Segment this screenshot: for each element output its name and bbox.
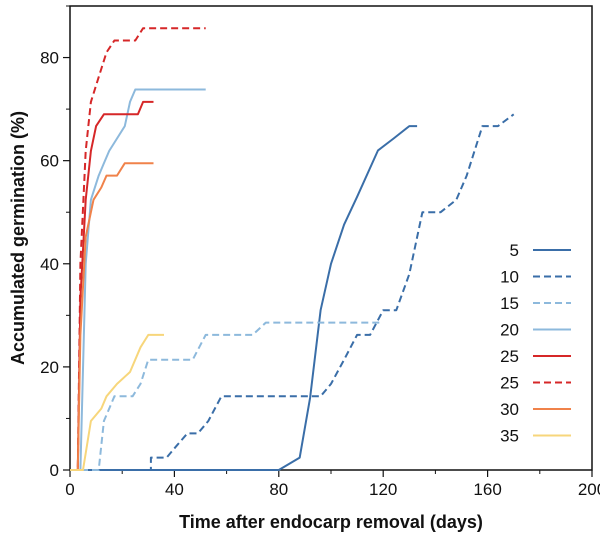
series-line-5 <box>70 27 206 471</box>
legend-label: 15 <box>500 294 519 313</box>
series-line-7 <box>70 333 164 471</box>
x-tick-label: 40 <box>165 480 184 499</box>
series-line-2 <box>70 321 384 471</box>
series-line-6 <box>70 162 154 471</box>
y-tick-label: 20 <box>40 358 59 377</box>
legend-label: 25 <box>500 347 519 366</box>
x-tick-label: 120 <box>369 480 397 499</box>
series-line-0 <box>70 125 418 471</box>
x-tick-label: 200 <box>578 480 600 499</box>
x-tick-label: 0 <box>65 480 74 499</box>
x-axis: 0 40 80 120 160 200 <box>65 470 600 499</box>
y-tick-label: 80 <box>40 49 59 68</box>
series-line-3 <box>70 88 206 471</box>
x-axis-title: Time after endocarp removal (days) <box>179 512 483 532</box>
x-tick-label: 80 <box>269 480 288 499</box>
y-tick-label: 0 <box>50 461 59 480</box>
x-tick-label: 160 <box>473 480 501 499</box>
series-layer <box>70 27 515 471</box>
legend-label: 5 <box>510 241 519 260</box>
y-tick-label: 40 <box>40 255 59 274</box>
legend-label: 20 <box>500 321 519 340</box>
y-tick-label: 60 <box>40 152 59 171</box>
legend: 5 10 15 20 25 25 30 35 <box>500 241 571 446</box>
legend-label: 25 <box>500 374 519 393</box>
legend-label: 10 <box>500 268 519 287</box>
y-axis: 0 20 40 60 80 <box>40 5 70 480</box>
series-line-1 <box>70 113 515 471</box>
legend-label: 30 <box>500 400 519 419</box>
legend-label: 35 <box>500 427 519 446</box>
y-axis-title: Accumulated germination (%) <box>8 111 28 365</box>
